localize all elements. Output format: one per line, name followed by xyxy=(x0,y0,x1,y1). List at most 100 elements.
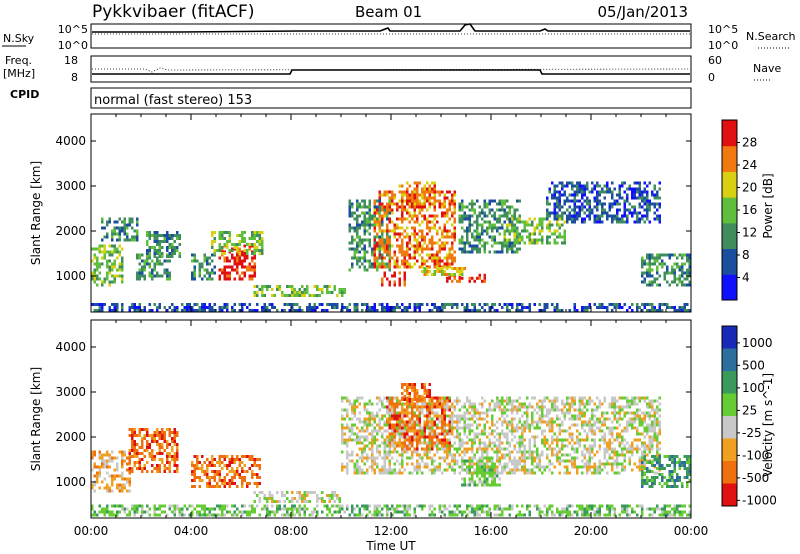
data-cell xyxy=(356,226,359,230)
data-cell xyxy=(373,250,376,254)
data-cell xyxy=(608,303,611,306)
data-cell xyxy=(551,435,554,439)
colorbar-tick-label: 4 xyxy=(742,271,750,285)
data-cell xyxy=(598,402,601,406)
data-cell xyxy=(476,220,479,224)
data-cell xyxy=(551,429,554,433)
data-cell xyxy=(563,220,566,224)
data-cell xyxy=(516,241,519,245)
data-cell xyxy=(598,220,601,224)
data-cell xyxy=(396,217,399,221)
data-cell xyxy=(508,303,511,306)
data-cell xyxy=(488,226,491,230)
data-cell xyxy=(386,232,389,236)
data-cell xyxy=(458,205,461,209)
data-cell xyxy=(438,256,441,260)
data-cell xyxy=(516,306,519,309)
data-cell xyxy=(241,303,244,306)
data-cell xyxy=(166,443,169,446)
data-cell xyxy=(228,458,231,461)
data-cell xyxy=(471,199,474,203)
data-cell xyxy=(508,450,511,454)
data-cell xyxy=(388,190,391,194)
data-cell xyxy=(376,262,379,266)
data-cell xyxy=(356,426,359,430)
data-cell xyxy=(381,456,384,460)
data-cell xyxy=(176,458,179,461)
data-cell xyxy=(651,262,654,266)
data-cell xyxy=(651,190,654,194)
data-cell xyxy=(156,249,159,252)
freq-tick-high: 18 xyxy=(64,54,78,67)
data-cell xyxy=(406,450,409,454)
data-cell xyxy=(208,464,211,467)
data-cell xyxy=(218,479,221,482)
data-cell xyxy=(371,411,374,415)
data-cell xyxy=(603,438,606,442)
data-cell xyxy=(576,190,579,194)
data-cell xyxy=(116,306,119,309)
data-cell xyxy=(486,214,489,218)
data-cell xyxy=(498,208,501,212)
data-cell xyxy=(211,485,214,488)
data-cell xyxy=(211,234,214,237)
data-cell xyxy=(256,485,259,488)
data-cell xyxy=(641,205,644,209)
data-cell xyxy=(606,426,609,430)
data-region xyxy=(211,231,264,255)
data-cell xyxy=(473,244,476,248)
data-cell xyxy=(251,458,254,461)
data-cell xyxy=(581,459,584,463)
data-cell xyxy=(518,408,521,412)
data-cell xyxy=(453,273,456,276)
data-cell xyxy=(618,303,621,306)
data-cell xyxy=(356,244,359,248)
data-cell xyxy=(446,235,449,239)
data-cell xyxy=(546,199,549,203)
data-cell xyxy=(373,429,376,433)
data-cell xyxy=(331,497,334,500)
data-cell xyxy=(453,250,456,254)
data-cell xyxy=(421,270,424,273)
data-cell xyxy=(493,303,496,306)
data-cell xyxy=(586,196,589,200)
data-cell xyxy=(541,408,544,412)
data-cell xyxy=(108,220,111,224)
data-cell xyxy=(156,452,159,455)
data-cell xyxy=(451,468,454,472)
data-cell xyxy=(488,444,491,448)
data-cell xyxy=(448,450,451,454)
data-cell xyxy=(356,471,359,475)
data-cell xyxy=(651,193,654,197)
data-cell xyxy=(356,462,359,466)
data-cell xyxy=(381,309,384,312)
data-cell xyxy=(351,202,354,206)
data-cell xyxy=(253,309,256,312)
data-cell xyxy=(416,405,419,409)
data-cell xyxy=(556,399,559,403)
data-cell xyxy=(253,285,256,288)
data-cell xyxy=(116,256,119,260)
data-cell xyxy=(246,249,249,252)
data-cell xyxy=(363,447,366,451)
data-cell xyxy=(343,417,346,421)
data-cell xyxy=(531,417,534,421)
data-cell xyxy=(393,468,396,472)
data-cell xyxy=(383,190,386,194)
data-cell xyxy=(641,193,644,197)
data-cell xyxy=(518,405,521,409)
data-cell xyxy=(391,444,394,448)
data-cell xyxy=(636,187,639,191)
data-cell xyxy=(561,438,564,442)
data-cell xyxy=(571,423,574,427)
data-cell xyxy=(506,309,509,312)
data-cell xyxy=(128,220,131,224)
data-cell xyxy=(451,429,454,433)
data-cell xyxy=(506,223,509,227)
data-cell xyxy=(576,309,579,312)
data-cell xyxy=(403,193,406,197)
data-cell xyxy=(433,199,436,203)
data-cell xyxy=(146,428,149,431)
data-cell xyxy=(418,456,421,460)
data-cell xyxy=(241,259,244,263)
